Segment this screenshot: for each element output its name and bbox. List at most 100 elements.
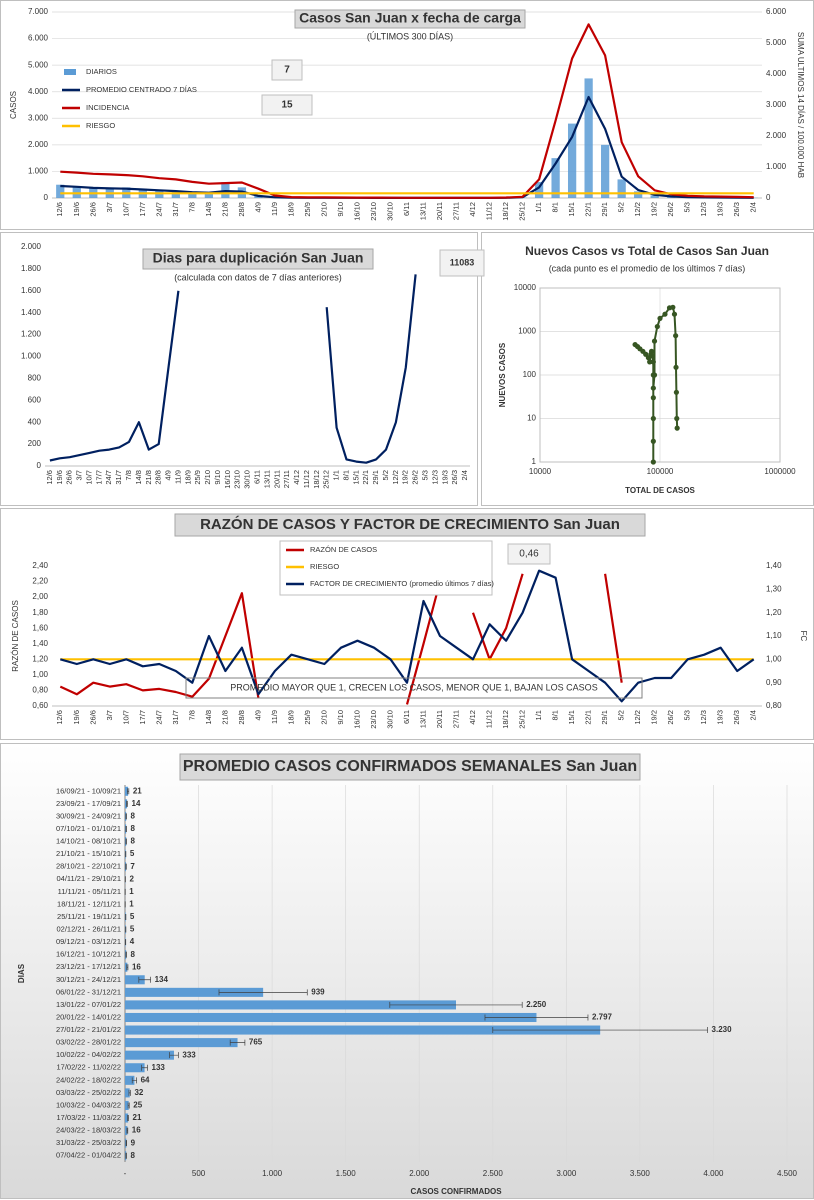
x-tick-label: 16/10 — [223, 470, 232, 489]
chart-title: Nuevos Casos vs Total de Casos San Juan — [525, 244, 769, 258]
x-tick-label: 500 — [192, 1169, 206, 1178]
x-tick-label: 4/9 — [164, 470, 173, 480]
x-tick-label: 11/9 — [173, 470, 182, 484]
y-tick-label: 0,80 — [32, 686, 48, 695]
legend-label: DIARIOS — [86, 67, 117, 76]
error-bar — [127, 788, 130, 795]
y-tick-label: 400 — [28, 417, 42, 426]
error-bar — [125, 1152, 127, 1159]
data-label: 16 — [132, 962, 141, 971]
x-tick-label: 21/8 — [220, 202, 229, 217]
x-tick-label: 2/10 — [203, 470, 212, 485]
data-label: 2.250 — [526, 1000, 547, 1009]
title-box — [142, 248, 374, 270]
plot-frame — [539, 287, 781, 463]
x-tick-label: 24/7 — [104, 470, 113, 485]
y-tick-label: 2.000 — [28, 140, 49, 149]
x-tick-label: 30/10 — [385, 202, 394, 221]
chart-subtitle: (calculada con datos de 7 días anteriore… — [174, 272, 342, 282]
x-tick-label: 4/9 — [253, 202, 262, 212]
data-label: 333 — [182, 1050, 196, 1059]
x-tick-label: 30/10 — [243, 470, 252, 489]
chart-title: PROMEDIO CASOS CONFIRMADOS SEMANALES San… — [183, 758, 637, 775]
x-tick-label: 14/8 — [204, 202, 213, 217]
y-tick-label: 1,30 — [766, 584, 782, 593]
y-tick-label: 2,40 — [32, 561, 48, 570]
x-tick-label: 9/10 — [336, 202, 345, 217]
y2-axis-label: SUMA ULTIMOS 14 DÍAS / 100.000 HAB — [796, 32, 805, 178]
point — [650, 415, 656, 422]
y-tick-label: 3.000 — [28, 113, 49, 122]
y-tick-label: 7.000 — [28, 7, 49, 16]
error-bar — [484, 1014, 589, 1021]
annotation: 15 — [281, 100, 293, 111]
data-label: 7 — [130, 862, 135, 871]
y-tick-label: 2.000 — [21, 242, 42, 251]
y-tick-label: 1 — [532, 457, 537, 466]
x-tick-label: 26/2 — [411, 470, 420, 485]
y-tick-label: 31/03/22 - 25/03/22 — [56, 1138, 121, 1147]
x-tick-label: 2.000 — [409, 1169, 430, 1178]
y-tick-label: 5.000 — [28, 60, 49, 69]
point — [649, 352, 655, 359]
x-tick-label: 5/3 — [683, 202, 692, 212]
y-tick-label: 17/03/22 - 11/03/22 — [57, 1113, 122, 1122]
y-tick-label: 03/03/22 - 25/02/22 — [56, 1088, 121, 1097]
error-bar — [126, 800, 128, 807]
x-tick-label: 19/6 — [72, 710, 81, 725]
x-tick-label: 15/1 — [567, 202, 576, 217]
x-tick-label: 19/2 — [401, 470, 410, 485]
x-tick-label: 17/7 — [138, 710, 147, 725]
y-axis-label: CASOS — [9, 91, 18, 119]
bar — [584, 78, 593, 198]
y-tick-label: 800 — [28, 374, 42, 383]
point — [673, 389, 680, 395]
x-tick-label: 10/7 — [84, 470, 93, 485]
y-tick-label: 10/03/22 - 04/03/22 — [56, 1100, 121, 1109]
bar — [567, 123, 577, 198]
x-tick-label: 5/2 — [381, 470, 390, 480]
y-tick-label: 1,00 — [766, 654, 782, 663]
bar — [125, 799, 128, 809]
series-line — [59, 569, 755, 703]
note-box — [185, 677, 643, 699]
x-tick-label: 31/7 — [171, 202, 180, 217]
bar — [204, 192, 213, 198]
data-label: 939 — [311, 987, 325, 996]
data-label: 1 — [129, 899, 134, 908]
x-tick-label: 3.000 — [556, 1169, 577, 1178]
bar — [188, 191, 197, 198]
error-bar — [141, 1064, 148, 1071]
x-tick-label: 10/7 — [121, 202, 130, 217]
error-bar — [128, 1089, 131, 1096]
x-tick-label: 15/1 — [351, 470, 360, 485]
x-tick-label: 3/7 — [75, 470, 84, 480]
bar — [125, 1100, 129, 1110]
y-tick-label: 1,40 — [766, 561, 782, 570]
y-tick-label: 30/09/21 - 24/09/21 — [56, 811, 121, 820]
x-tick-label: 26/6 — [88, 202, 97, 217]
legend-label: RAZÓN DE CASOS — [310, 545, 377, 554]
y-tick-label: 03/02/22 - 28/01/22 — [56, 1038, 121, 1047]
data-label: 8 — [130, 812, 135, 821]
y-tick-label: 18/11/21 - 12/11/21 — [57, 899, 121, 908]
bar — [125, 1038, 238, 1048]
x-tick-label: 21/8 — [144, 470, 153, 485]
x-tick-label: 12/2 — [633, 202, 642, 217]
point — [662, 311, 668, 317]
x-tick-label: 26/6 — [65, 470, 74, 485]
data-label: 5 — [130, 925, 135, 934]
x-tick-label: 27/11 — [282, 470, 291, 488]
x-tick-label: 12/2 — [391, 470, 400, 485]
x-tick-label: 19/6 — [55, 470, 64, 485]
data-label: 765 — [249, 1038, 263, 1047]
y-tick-label: 10/02/22 - 04/02/22 — [56, 1050, 121, 1059]
bar — [125, 987, 264, 997]
x-tick-label: 29/1 — [600, 202, 609, 217]
point — [673, 333, 679, 339]
x-tick-label: 19/6 — [72, 202, 81, 217]
y-tick-label: 2,00 — [32, 592, 48, 601]
x-axis-label: CASOS CONFIRMADOS — [410, 1187, 502, 1196]
x-tick-label: 13/11 — [418, 710, 427, 728]
chart-subtitle: (cada punto es el promedio de los último… — [549, 263, 746, 273]
